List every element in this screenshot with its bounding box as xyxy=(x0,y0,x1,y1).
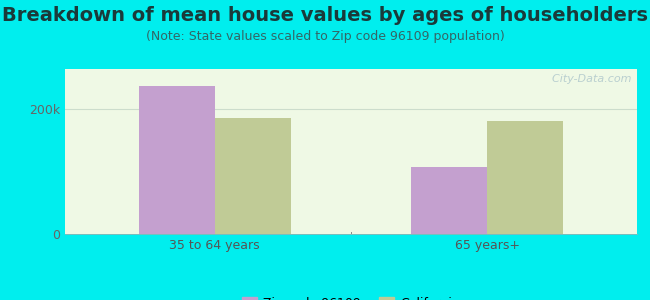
Bar xyxy=(411,167,488,234)
Text: Breakdown of mean house values by ages of householders: Breakdown of mean house values by ages o… xyxy=(2,6,648,25)
Text: (Note: State values scaled to Zip code 96109 population): (Note: State values scaled to Zip code 9… xyxy=(146,30,504,43)
Text: City-Data.com: City-Data.com xyxy=(545,74,631,84)
Legend: Zip code 96109, California: Zip code 96109, California xyxy=(238,293,464,300)
Bar xyxy=(214,118,291,234)
Bar xyxy=(138,86,214,234)
Bar xyxy=(488,121,564,234)
